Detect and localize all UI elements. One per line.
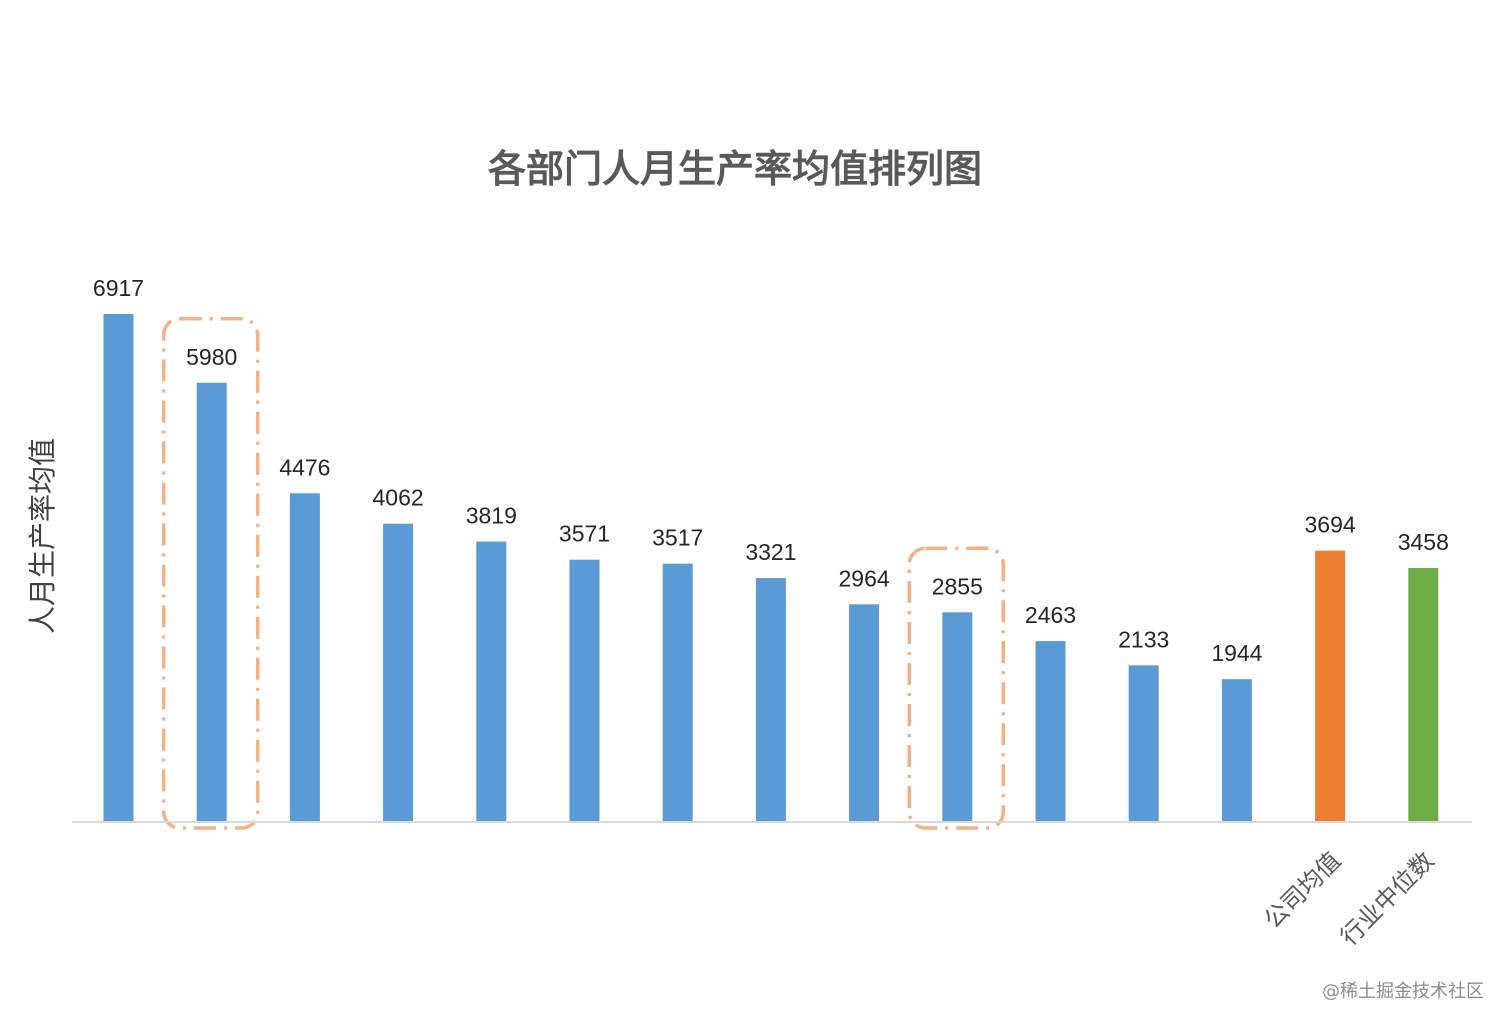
data-label-4: 3819 (466, 503, 517, 529)
highlight-boxes (161, 317, 1006, 830)
data-label-7: 3321 (745, 539, 796, 565)
bar-1 (196, 382, 227, 822)
bar-14 (1408, 568, 1439, 822)
data-label-2: 4476 (279, 454, 330, 480)
data-label-0: 6917 (93, 275, 144, 301)
data-label-6: 3517 (652, 525, 703, 551)
bar-3 (383, 523, 414, 822)
bar-11 (1128, 665, 1159, 822)
bar-12 (1221, 679, 1252, 822)
highlight-box-0 (161, 317, 260, 830)
bar-9 (942, 612, 973, 822)
bar-6 (662, 563, 693, 822)
bar-8 (849, 604, 880, 822)
x-tick-label-13: 公司均值 (1259, 846, 1347, 934)
bars (103, 314, 1439, 822)
bar-10 (1035, 641, 1066, 822)
bar-13 (1315, 550, 1346, 822)
data-labels: 6917 5980 4476 4062 3819 3571 3517 3321 2964 2855… (93, 275, 1449, 666)
data-label-12: 1944 (1211, 640, 1262, 666)
data-label-1: 5980 (186, 344, 237, 370)
data-label-13: 3694 (1305, 512, 1356, 538)
bar-0 (103, 314, 134, 822)
data-label-14: 3458 (1398, 529, 1449, 555)
data-label-9: 2855 (932, 573, 983, 599)
data-label-10: 2463 (1025, 602, 1076, 628)
data-label-11: 2133 (1118, 626, 1169, 652)
bar-4 (476, 541, 507, 822)
x-tick-label-14: 行业中位数 (1335, 846, 1440, 951)
bar-5 (569, 559, 600, 822)
highlight-box-1 (907, 546, 1006, 830)
chart-title: 各部门人月生产率均值排列图 (488, 147, 982, 191)
bar-7 (755, 578, 786, 822)
data-label-3: 4062 (373, 485, 424, 511)
y-axis-label: 人月生产率均值 (26, 438, 59, 634)
data-label-8: 2964 (839, 565, 890, 591)
data-label-5: 3571 (559, 521, 610, 547)
watermark: @稀土掘金技术社区 (1322, 981, 1484, 1002)
bar-2 (289, 493, 320, 822)
